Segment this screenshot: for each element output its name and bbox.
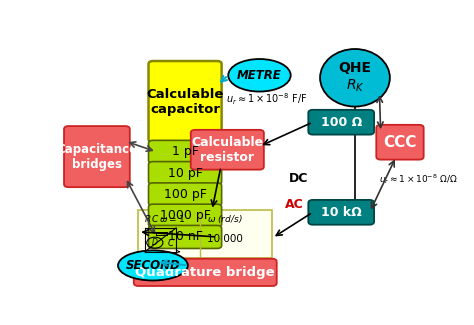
FancyBboxPatch shape	[191, 130, 264, 170]
Ellipse shape	[118, 251, 188, 280]
Text: DC: DC	[289, 172, 308, 185]
FancyBboxPatch shape	[138, 210, 272, 258]
Text: C: C	[167, 240, 173, 249]
FancyBboxPatch shape	[134, 259, 277, 286]
Text: 10 kΩ: 10 kΩ	[321, 206, 362, 219]
FancyBboxPatch shape	[376, 125, 424, 160]
Text: $R\,C\,\omega=1$: $R\,C\,\omega=1$	[144, 214, 185, 225]
Text: Capacitance
bridges: Capacitance bridges	[56, 143, 137, 171]
Text: QHE
$R_K$: QHE $R_K$	[338, 61, 372, 94]
Text: 100 pF: 100 pF	[164, 188, 207, 201]
FancyBboxPatch shape	[148, 226, 222, 248]
Text: D: D	[152, 238, 158, 247]
Ellipse shape	[320, 49, 390, 107]
Text: AC: AC	[285, 198, 304, 211]
Text: METRE: METRE	[237, 69, 282, 82]
Text: 1000 pF: 1000 pF	[160, 209, 210, 222]
FancyBboxPatch shape	[308, 200, 374, 225]
Text: 10 000: 10 000	[207, 234, 242, 244]
Text: $u_r\approx1\times10^{-8}$ Ω/Ω: $u_r\approx1\times10^{-8}$ Ω/Ω	[379, 172, 457, 186]
FancyBboxPatch shape	[148, 183, 222, 206]
Text: Quadrature bridge: Quadrature bridge	[136, 266, 275, 279]
FancyBboxPatch shape	[308, 110, 374, 135]
Text: Calculable
capacitor: Calculable capacitor	[146, 87, 224, 116]
Text: 10 nF: 10 nF	[168, 230, 202, 243]
FancyBboxPatch shape	[148, 204, 222, 227]
Text: CCC: CCC	[383, 135, 417, 150]
FancyBboxPatch shape	[64, 126, 130, 187]
FancyBboxPatch shape	[148, 61, 222, 142]
FancyBboxPatch shape	[148, 140, 222, 163]
Text: SECOND: SECOND	[126, 259, 180, 272]
Text: 10 pF: 10 pF	[168, 167, 202, 180]
FancyBboxPatch shape	[148, 162, 222, 185]
Text: 100 Ω: 100 Ω	[320, 116, 362, 129]
Text: $\omega$ (rd/s): $\omega$ (rd/s)	[207, 214, 242, 226]
Text: 1 pF: 1 pF	[172, 145, 199, 158]
Text: Calculable
resistor: Calculable resistor	[191, 136, 264, 164]
Ellipse shape	[228, 59, 291, 92]
Text: $u_r\approx1\times10^{-8}$ F/F: $u_r\approx1\times10^{-8}$ F/F	[227, 91, 308, 107]
